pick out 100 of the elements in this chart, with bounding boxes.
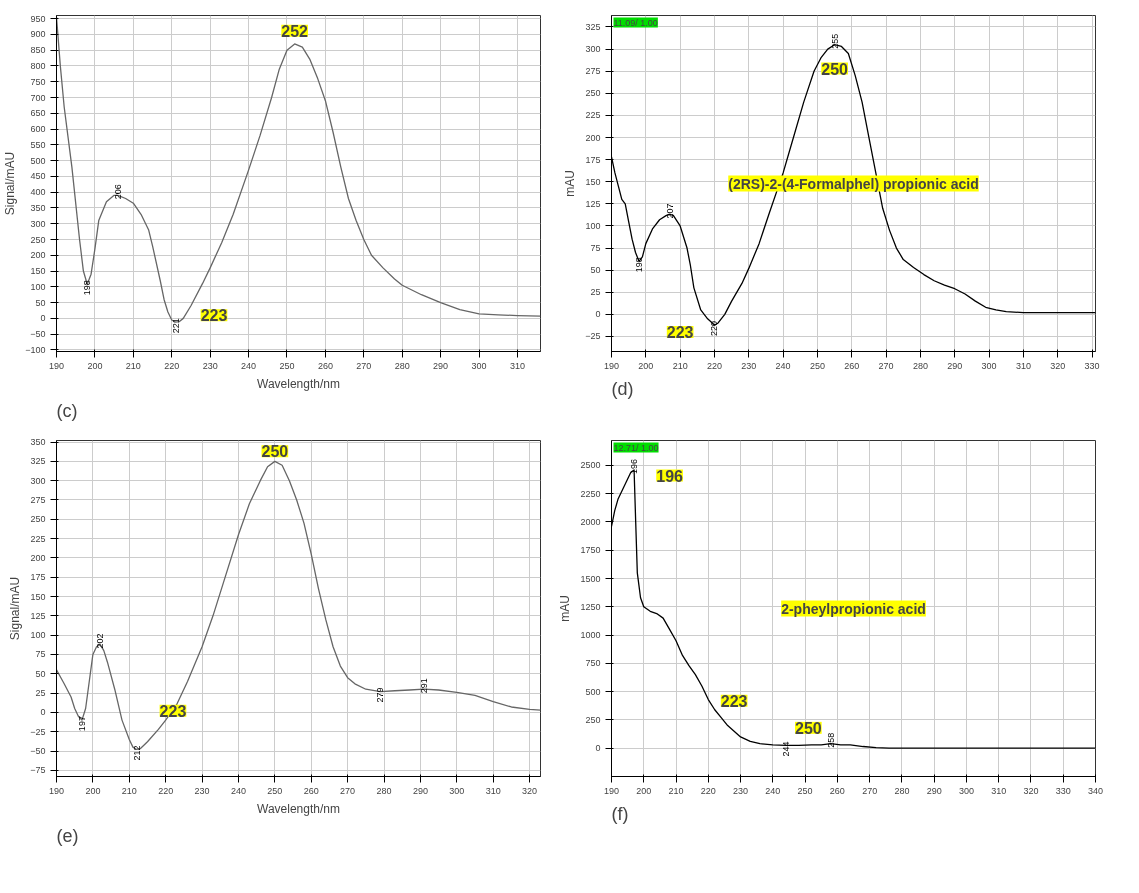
x-tick-label: 220 (706, 360, 722, 371)
x-tick-label: 210 (121, 785, 137, 796)
x-tick-label: 330 (1084, 360, 1100, 371)
y-tick-label: 650 (30, 108, 46, 119)
y-tick-label: 300 (30, 218, 46, 229)
annotation: 198 (633, 257, 644, 273)
y-tick-label: 750 (30, 76, 46, 87)
y-tick-label: 50 (35, 668, 46, 679)
x-tick-label: 240 (765, 785, 781, 796)
text: (e) (56, 825, 79, 846)
y-tick-label: 1750 (580, 545, 601, 556)
y-tick-label: 0 (595, 309, 601, 320)
y-tick-label: 600 (30, 124, 46, 135)
x-tick-label: 310 (991, 785, 1007, 796)
x-tick-label: 310 (1015, 360, 1031, 371)
annotation: 223 (159, 702, 187, 720)
y-tick-label: 275 (30, 494, 46, 505)
y-tick-label: 150 (30, 266, 46, 277)
annotation: 220 (709, 320, 720, 336)
annotation: 252 (281, 22, 309, 40)
x-tick-label: 190 (603, 785, 620, 796)
annotation: 223 (720, 692, 748, 710)
y-tick-label: 2500 (580, 460, 601, 471)
annotation: 258 (825, 732, 836, 748)
annotation: 279 (375, 687, 386, 703)
x-tick-label: 320 (1023, 785, 1039, 796)
x-tick-label: 220 (164, 360, 180, 371)
x-tick-label: 230 (202, 360, 218, 371)
y-tick-label: 400 (30, 187, 46, 198)
y-axis-title: Signal/mAU (3, 151, 18, 216)
x-tick-label: 260 (303, 785, 319, 796)
y-tick-label: 125 (30, 610, 46, 621)
x-tick-label: 330 (1055, 785, 1071, 796)
x-tick-label: 250 (797, 785, 813, 796)
x-tick-label: 280 (394, 360, 410, 371)
x-tick-label: 200 (636, 785, 652, 796)
x-tick-label: 210 (672, 360, 688, 371)
x-tick-label: 290 (947, 360, 963, 371)
x-tick-label: 250 (279, 360, 295, 371)
annotation: 221 (170, 318, 181, 334)
x-tick-label: 230 (741, 360, 757, 371)
y-tick-label: −50 (30, 329, 46, 340)
y-tick-label: 2250 (580, 488, 601, 499)
y-tick-label: 950 (30, 13, 46, 24)
y-tick-label: 0 (40, 707, 46, 718)
x-tick-label: 230 (194, 785, 210, 796)
x-tick-label: 300 (958, 785, 974, 796)
y-tick-label: 550 (30, 139, 46, 150)
x-tick-label: 220 (700, 785, 716, 796)
y-tick-label: 350 (30, 437, 46, 448)
annotation: 197 (76, 716, 87, 732)
y-tick-label: −25 (585, 331, 601, 342)
text: (d) (611, 378, 634, 399)
y-tick-label: 175 (585, 154, 601, 165)
x-tick-label: 280 (912, 360, 928, 371)
text: 2-pheylpropionic acid (781, 600, 926, 617)
y-axis-title: Signal/mAU (8, 576, 23, 641)
annotation: 202 (95, 633, 106, 649)
y-tick-label: 1000 (580, 630, 601, 641)
annotation: 12.71/ 1.00 (613, 442, 659, 453)
x-tick-label: 260 (829, 785, 845, 796)
annotation: 255 (829, 33, 840, 49)
x-tick-label: 190 (603, 360, 620, 371)
y-tick-label: 850 (30, 45, 46, 56)
x-axis-title: Wavelength/nm (257, 376, 340, 391)
annotation: 223 (200, 307, 228, 325)
x-tick-label: 220 (158, 785, 174, 796)
y-tick-label: 250 (585, 714, 601, 725)
y-tick-label: 200 (30, 250, 46, 261)
x-tick-label: 260 (317, 360, 333, 371)
y-tick-label: −75 (30, 765, 46, 776)
x-tick-label: 310 (509, 360, 525, 371)
annotation: 291 (419, 678, 430, 694)
y-tick-label: 300 (30, 475, 46, 486)
y-tick-label: 0 (40, 313, 46, 324)
x-tick-label: 290 (433, 360, 449, 371)
text: (2RS)-2-(4-Formalphel) propionic acid (728, 175, 979, 192)
y-tick-label: 900 (30, 29, 46, 40)
y-tick-label: 200 (30, 552, 46, 563)
y-tick-label: 250 (30, 234, 46, 245)
y-tick-label: 275 (585, 66, 601, 77)
y-tick-label: 250 (585, 88, 601, 99)
x-tick-label: 280 (894, 785, 910, 796)
y-tick-label: 800 (30, 60, 46, 71)
x-tick-label: 200 (85, 785, 101, 796)
y-tick-label: 500 (30, 155, 46, 166)
annotation: 206 (112, 184, 123, 200)
x-tick-label: 270 (356, 360, 372, 371)
y-tick-label: 1250 (580, 601, 601, 612)
x-tick-label: 300 (471, 360, 487, 371)
y-tick-label: 500 (585, 686, 601, 697)
y-tick-label: 75 (590, 243, 601, 254)
y-tick-label: 450 (30, 171, 46, 182)
y-tick-label: 225 (585, 110, 601, 121)
y-tick-label: 75 (35, 649, 46, 660)
x-tick-label: 240 (775, 360, 791, 371)
x-tick-label: 270 (862, 785, 878, 796)
y-tick-label: −25 (30, 726, 46, 737)
y-tick-label: 250 (30, 514, 46, 525)
annotation: 196 (629, 458, 640, 474)
